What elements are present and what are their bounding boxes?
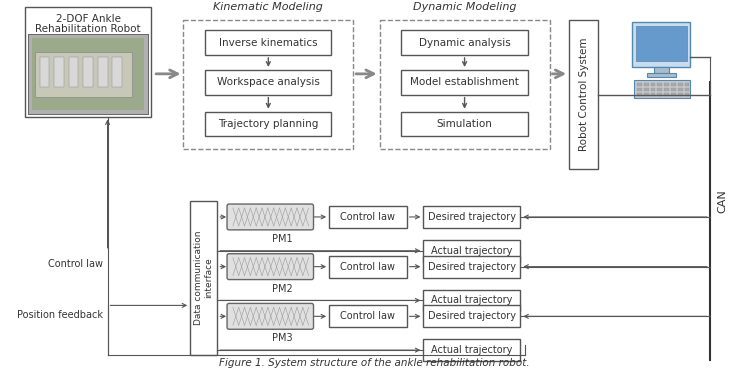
- Bar: [650, 88, 656, 91]
- Bar: [83, 57, 93, 87]
- Text: Simulation: Simulation: [437, 119, 493, 129]
- FancyBboxPatch shape: [227, 204, 313, 230]
- Bar: [685, 88, 689, 91]
- FancyBboxPatch shape: [227, 303, 313, 329]
- Text: Dynamic Modeling: Dynamic Modeling: [413, 2, 516, 12]
- FancyBboxPatch shape: [647, 73, 676, 77]
- Bar: [671, 93, 676, 96]
- FancyBboxPatch shape: [205, 30, 331, 55]
- Text: PM1: PM1: [272, 234, 293, 244]
- FancyBboxPatch shape: [329, 206, 407, 228]
- Text: Desired trajectory: Desired trajectory: [428, 212, 516, 222]
- FancyBboxPatch shape: [205, 70, 331, 95]
- Text: Desired trajectory: Desired trajectory: [428, 262, 516, 272]
- Bar: [678, 83, 683, 86]
- Bar: [658, 93, 662, 96]
- Text: Data communication
interface: Data communication interface: [194, 231, 213, 325]
- Text: Control law: Control law: [340, 311, 396, 321]
- FancyBboxPatch shape: [423, 339, 520, 361]
- Bar: [54, 57, 64, 87]
- Text: Workspace analysis: Workspace analysis: [217, 77, 320, 87]
- Bar: [112, 57, 122, 87]
- Bar: [664, 93, 669, 96]
- FancyBboxPatch shape: [402, 112, 528, 137]
- FancyBboxPatch shape: [423, 240, 520, 262]
- FancyBboxPatch shape: [25, 7, 151, 117]
- FancyBboxPatch shape: [402, 30, 528, 55]
- Bar: [664, 88, 669, 91]
- FancyBboxPatch shape: [423, 206, 520, 228]
- Bar: [39, 57, 49, 87]
- Bar: [644, 88, 649, 91]
- FancyBboxPatch shape: [634, 80, 691, 98]
- FancyBboxPatch shape: [636, 26, 686, 61]
- FancyBboxPatch shape: [653, 67, 669, 73]
- Text: Trajectory planning: Trajectory planning: [218, 119, 318, 129]
- FancyBboxPatch shape: [423, 256, 520, 278]
- Bar: [685, 93, 689, 96]
- Text: Robot Control System: Robot Control System: [579, 38, 588, 151]
- FancyBboxPatch shape: [380, 20, 550, 149]
- Text: PM3: PM3: [272, 333, 293, 343]
- Text: Actual trajectory: Actual trajectory: [431, 345, 512, 355]
- Bar: [658, 83, 662, 86]
- Bar: [664, 83, 669, 86]
- Text: Dynamic analysis: Dynamic analysis: [419, 37, 510, 48]
- Text: Control law: Control law: [340, 212, 396, 222]
- Text: Kinematic Modeling: Kinematic Modeling: [213, 2, 323, 12]
- FancyBboxPatch shape: [329, 305, 407, 327]
- FancyBboxPatch shape: [28, 34, 148, 114]
- Bar: [644, 93, 649, 96]
- Bar: [35, 52, 132, 97]
- FancyBboxPatch shape: [402, 70, 528, 95]
- Bar: [685, 83, 689, 86]
- Bar: [98, 57, 107, 87]
- Bar: [69, 57, 78, 87]
- Text: 2-DOF Ankle: 2-DOF Ankle: [55, 14, 120, 24]
- Bar: [671, 88, 676, 91]
- Bar: [678, 93, 683, 96]
- Bar: [28, 34, 148, 114]
- Text: Actual trajectory: Actual trajectory: [431, 246, 512, 256]
- Bar: [637, 93, 642, 96]
- Text: Model establishment: Model establishment: [410, 77, 519, 87]
- Bar: [678, 88, 683, 91]
- Text: Position feedback: Position feedback: [17, 310, 103, 320]
- Text: Inverse kinematics: Inverse kinematics: [219, 37, 318, 48]
- FancyBboxPatch shape: [329, 256, 407, 278]
- Bar: [644, 83, 649, 86]
- Text: Desired trajectory: Desired trajectory: [428, 311, 516, 321]
- Text: CAN: CAN: [718, 189, 728, 213]
- Bar: [650, 83, 656, 86]
- Bar: [671, 83, 676, 86]
- Text: PM2: PM2: [272, 283, 293, 293]
- Text: Control law: Control law: [47, 259, 103, 269]
- FancyBboxPatch shape: [423, 289, 520, 312]
- Text: Control law: Control law: [340, 262, 396, 272]
- FancyBboxPatch shape: [632, 22, 691, 67]
- FancyBboxPatch shape: [227, 254, 313, 280]
- Bar: [32, 38, 145, 110]
- FancyBboxPatch shape: [569, 20, 598, 169]
- Bar: [658, 88, 662, 91]
- FancyBboxPatch shape: [205, 112, 331, 137]
- FancyBboxPatch shape: [183, 20, 353, 149]
- Text: Rehabilitation Robot: Rehabilitation Robot: [35, 24, 141, 34]
- FancyBboxPatch shape: [423, 305, 520, 327]
- FancyBboxPatch shape: [190, 201, 218, 355]
- Bar: [637, 88, 642, 91]
- Bar: [650, 93, 656, 96]
- Text: Figure 1. System structure of the ankle rehabilitation robot.: Figure 1. System structure of the ankle …: [220, 358, 530, 368]
- Bar: [637, 83, 642, 86]
- Text: Actual trajectory: Actual trajectory: [431, 295, 512, 306]
